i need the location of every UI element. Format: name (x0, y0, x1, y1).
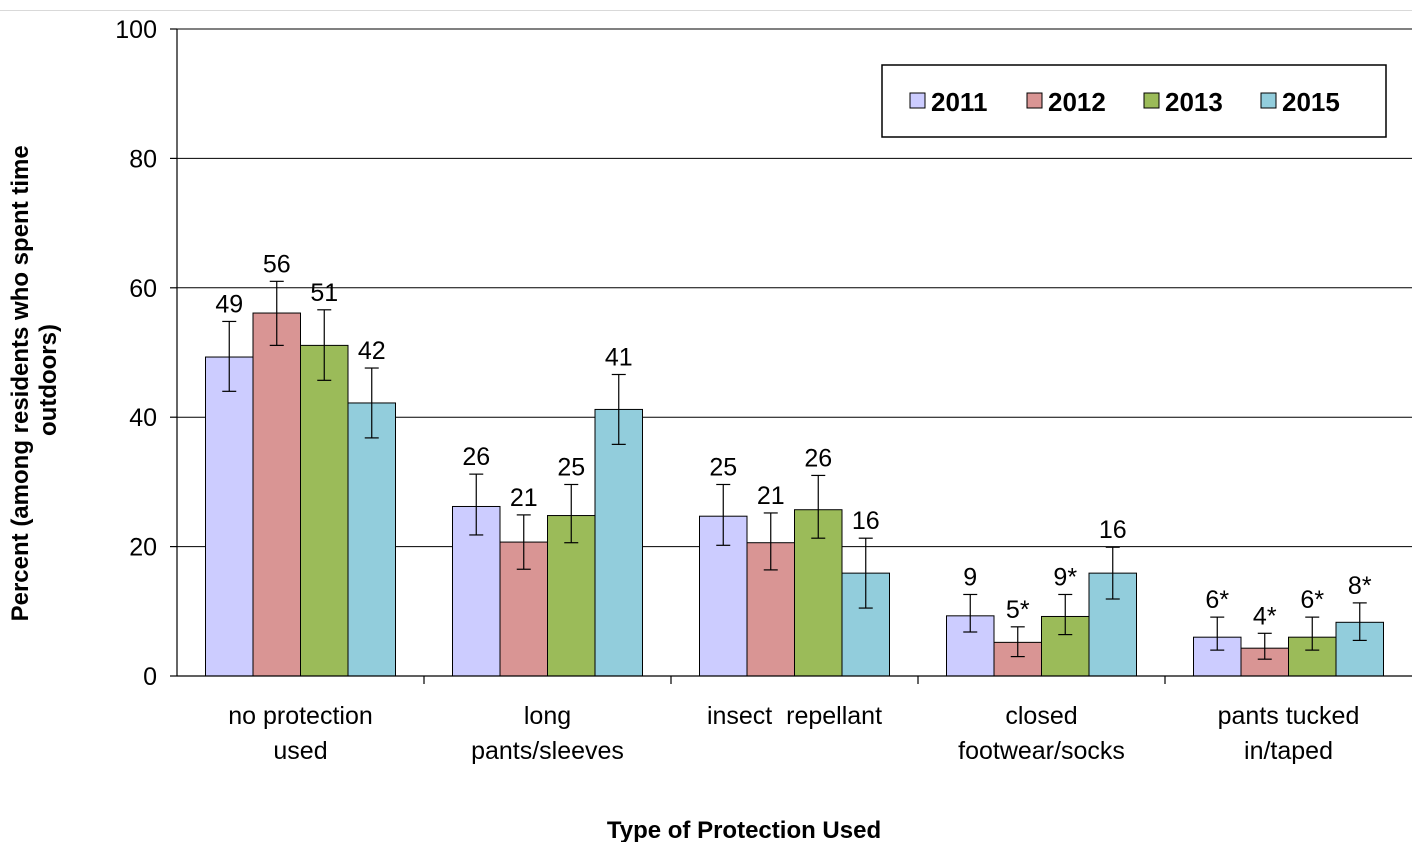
y-tick-label: 100 (115, 16, 157, 44)
x-tick-label: pants tucked (1218, 702, 1360, 730)
legend-swatch-2011 (909, 92, 926, 109)
data-label: 6* (1300, 586, 1324, 614)
y-tick-label: 20 (129, 534, 157, 562)
bar-2015-0 (347, 402, 396, 677)
y-tick-label: 0 (143, 663, 157, 691)
legend-label-2013: 2013 (1165, 87, 1223, 117)
tick-labels: 0 20 40 60 80 100 no protection used long pants/s… (115, 16, 1359, 765)
data-label: 9 (963, 563, 977, 591)
data-label: 16 (852, 507, 880, 535)
axes (170, 28, 1412, 684)
data-label: 26 (804, 444, 832, 472)
data-label: 4* (1253, 602, 1277, 630)
legend-swatch-2015 (1260, 92, 1277, 109)
data-label: 21 (757, 482, 785, 510)
data-label: 21 (510, 484, 538, 512)
data-label: 41 (605, 343, 633, 371)
y-tick-label: 80 (129, 145, 157, 173)
y-axis-title: Percent (among residents who spent time … (7, 139, 62, 622)
legend-label-2015: 2015 (1282, 87, 1340, 117)
x-tick-label: no protection (228, 702, 373, 730)
legend-swatch-2012 (1026, 92, 1043, 109)
bar-2011-0 (205, 356, 254, 677)
x-tick-label: pants/sleeves (471, 737, 624, 765)
data-label: 51 (310, 279, 338, 307)
x-axis-title: Type of Protection Used (607, 817, 881, 842)
y-axis-title-line-2: outdoors) (35, 324, 62, 436)
data-label: 25 (557, 453, 585, 481)
x-tick-label: insect repellant (707, 702, 882, 730)
x-tick-label: long (524, 702, 571, 730)
bar-2015-1 (594, 408, 643, 677)
title-strip (0, 0, 1412, 11)
y-tick-label: 60 (129, 275, 157, 303)
legend-box (881, 64, 1387, 138)
data-label: 8* (1348, 572, 1372, 600)
data-label: 25 (709, 453, 737, 481)
x-tick-label: in/taped (1244, 737, 1333, 765)
legend: 2011 2012 2013 2015 (881, 64, 1387, 138)
y-axis-title-line-1: Percent (among residents who spent time (7, 145, 34, 621)
data-label: 49 (215, 290, 243, 318)
x-tick-label: footwear/socks (958, 737, 1125, 765)
data-label: 5* (1006, 596, 1030, 624)
x-tick-label: used (273, 737, 327, 765)
bar-2012-0 (252, 312, 301, 677)
data-label: 9* (1053, 563, 1077, 591)
legend-label-2012: 2012 (1048, 87, 1106, 117)
bars (205, 280, 1384, 677)
data-label: 6* (1205, 586, 1229, 614)
data-label: 26 (462, 443, 490, 471)
legend-swatch-2013 (1143, 92, 1160, 109)
data-label: 42 (358, 337, 386, 365)
data-labels: 49 56 51 42 26 21 25 41 25 21 26 16 9 5* 9* 16 6* 4* 6* 8* (215, 250, 1371, 630)
data-label: 16 (1099, 516, 1127, 544)
data-label: 56 (263, 250, 291, 278)
legend-label-2011: 2011 (931, 87, 987, 117)
y-tick-label: 40 (129, 404, 157, 432)
x-tick-label: closed (1005, 702, 1077, 730)
bar-2013-0 (300, 344, 349, 677)
